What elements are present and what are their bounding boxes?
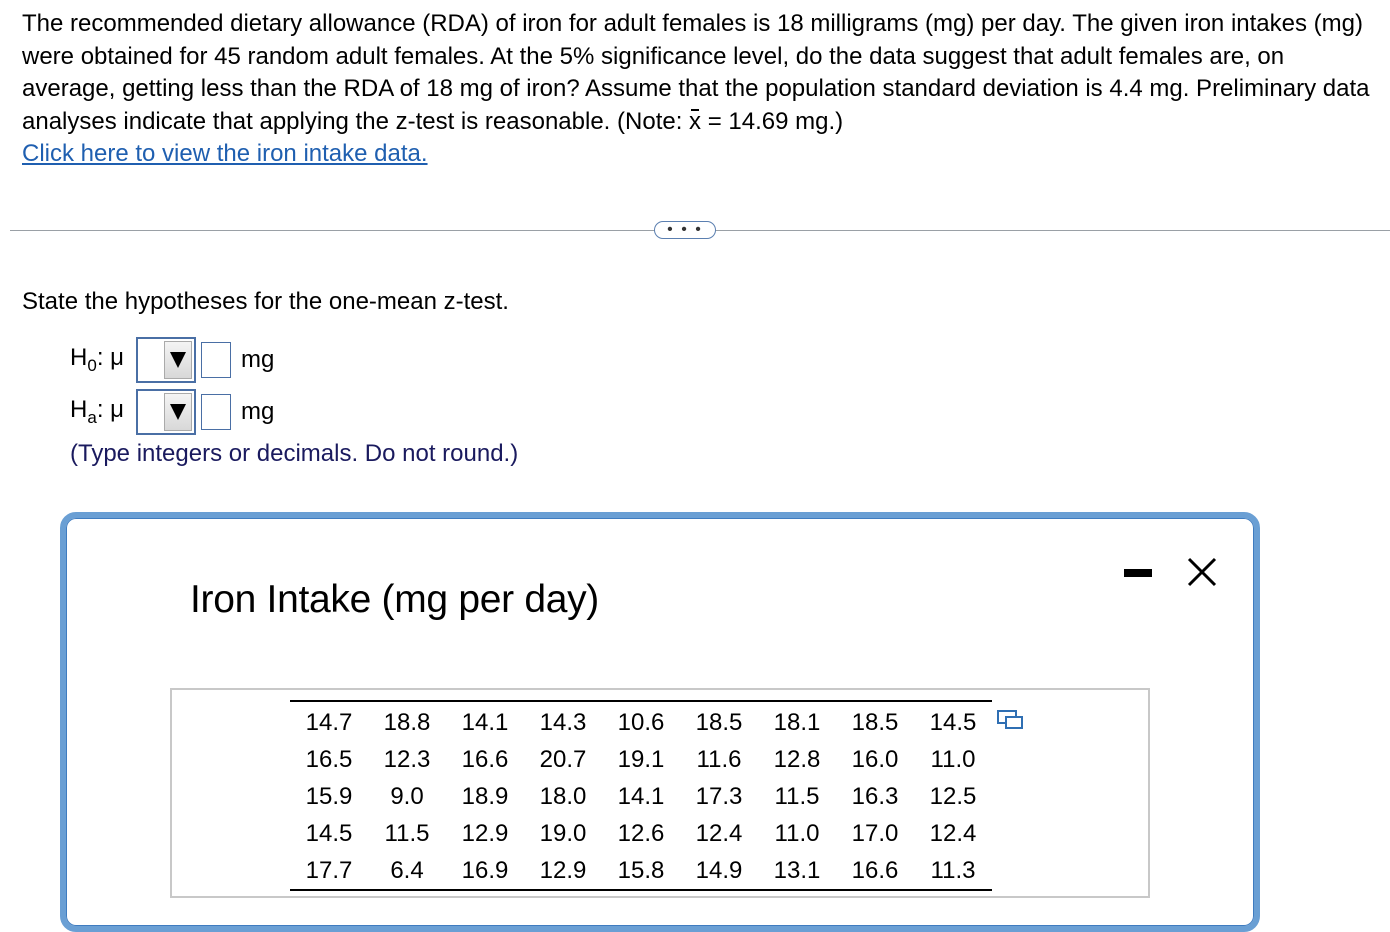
answer-format-note: (Type integers or decimals. Do not round… [70,440,519,467]
table-row: 16.5 12.3 16.6 20.7 19.1 11.6 12.8 16.0 11.0 [290,741,992,778]
question-tail: = 14.69 mg.) [701,107,844,135]
table-cell: 14.7 [305,708,353,736]
table-cell: 16.3 [851,782,899,810]
alternative-unit-label: mg [241,398,275,425]
sample-mean-symbol: x [689,106,701,139]
table-row: 15.9 9.0 18.9 18.0 14.1 17.3 11.5 16.3 12.5 [290,778,992,815]
question-body: The recommended dietary allowance (RDA) … [22,10,1370,135]
table-cell: 18.8 [383,708,431,736]
table-cell: 16.6 [851,856,899,884]
table-cell: 12.4 [695,819,743,847]
data-table-frame [170,688,1150,898]
table-cell: 15.8 [617,856,665,884]
table-cell: 14.1 [617,782,665,810]
table-cell: 12.9 [539,856,587,884]
table-cell: 14.3 [539,708,587,736]
table-cell: 11.0 [774,819,820,847]
table-row: 14.7 18.8 14.1 14.3 10.6 18.5 18.1 18.5 14.5 [290,701,992,741]
table-cell: 18.1 [773,708,821,736]
table-cell: 15.9 [305,782,353,810]
null-hypothesis-row: H0: μ mg [70,337,275,383]
table-cell: 18.5 [695,708,743,736]
table-cell: 12.3 [383,745,431,773]
question-text: The recommended dietary allowance (RDA) … [22,8,1382,171]
iron-intake-table: 14.7 18.8 14.1 14.3 10.6 18.5 18.1 18.5 14.5 16.5… [290,700,992,891]
null-value-input[interactable] [201,342,231,378]
view-data-link[interactable]: Click here to view the iron intake data. [22,140,428,167]
table-cell: 18.0 [539,782,587,810]
table-cell: 16.9 [461,856,509,884]
table-row: 14.5 11.5 12.9 19.0 12.6 12.4 11.0 17.0 12.4 [290,815,992,852]
alternative-hypothesis-label: Ha: μ [70,396,124,427]
table-cell: 18.5 [851,708,899,736]
table-cell: 12.6 [617,819,665,847]
table-cell: 11.5 [384,819,430,847]
table-cell: 12.8 [773,745,821,773]
table-cell: 6.4 [390,856,424,884]
table-cell: 11.0 [930,745,976,773]
table-cell: 9.0 [390,782,424,810]
table-cell: 16.5 [305,745,353,773]
table-cell: 14.9 [695,856,743,884]
hypotheses-prompt: State the hypotheses for the one-mean z-… [22,288,509,315]
table-cell: 11.3 [930,856,976,884]
alternative-relation-select[interactable] [136,389,196,435]
table-cell: 12.4 [929,819,977,847]
table-cell: 16.0 [851,745,899,773]
table-cell: 12.9 [461,819,509,847]
alternative-hypothesis-row: Ha: μ mg [70,389,275,435]
table-cell: 17.3 [695,782,743,810]
table-cell: 20.7 [539,745,587,773]
table-cell: 12.5 [929,782,977,810]
table-cell: 11.6 [696,745,742,773]
table-cell: 10.6 [617,708,665,736]
table-cell: 14.5 [929,708,977,736]
table-cell: 14.5 [305,819,353,847]
table-cell: 17.7 [305,856,353,884]
table-cell: 16.6 [461,745,509,773]
dropdown-arrow-icon[interactable] [164,341,192,379]
table-cell: 18.9 [461,782,509,810]
table-cell: 11.5 [774,782,820,810]
table-cell: 13.1 [773,856,821,884]
popup-title: Iron Intake (mg per day) [190,578,599,621]
null-unit-label: mg [241,346,275,373]
table-cell: 14.1 [461,708,509,736]
null-hypothesis-label: H0: μ [70,344,124,375]
close-icon[interactable] [1185,555,1219,589]
table-cell: 19.0 [539,819,587,847]
table-cell: 19.1 [617,745,665,773]
copy-icon[interactable] [996,709,1026,731]
minimize-icon[interactable] [1124,569,1152,577]
expand-ellipsis-button[interactable]: • • • [654,221,716,239]
table-row: 17.7 6.4 16.9 12.9 15.8 14.9 13.1 16.6 11.3 [290,852,992,890]
table-cell: 17.0 [851,819,899,847]
alternative-value-input[interactable] [201,394,231,430]
null-relation-select[interactable] [136,337,196,383]
dropdown-arrow-icon[interactable] [164,393,192,431]
